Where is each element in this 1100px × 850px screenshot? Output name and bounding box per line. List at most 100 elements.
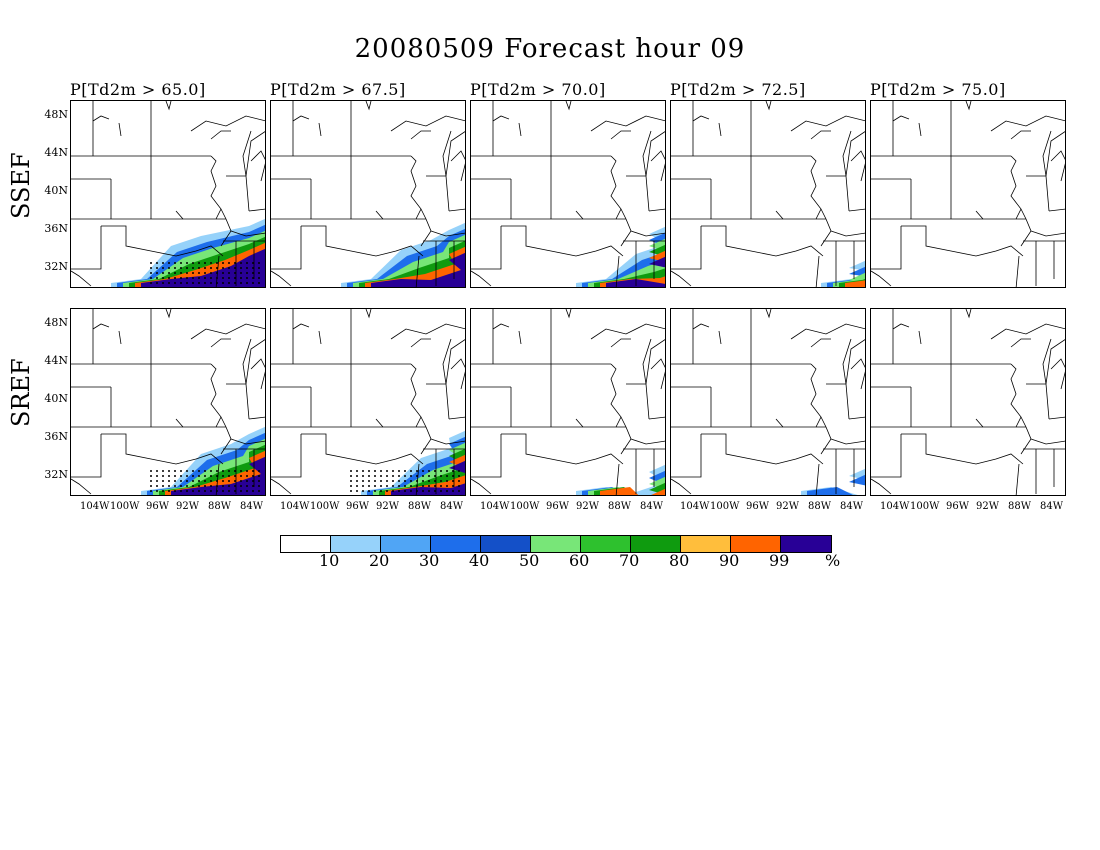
colorbar-label: 90 (719, 551, 740, 570)
hatch-dot (362, 470, 364, 472)
state-border (365, 309, 372, 319)
state-border (493, 101, 552, 157)
state-border (175, 210, 184, 220)
state-border (610, 363, 622, 428)
row-label-sref: SREF (7, 358, 35, 427)
state-border (250, 358, 265, 390)
hatch-dot (168, 480, 170, 482)
state-border (301, 225, 424, 257)
hatch-dot (240, 277, 242, 279)
hatch-dot (168, 490, 170, 492)
state-border (518, 330, 522, 345)
state-border (71, 434, 102, 478)
state-border (830, 438, 865, 445)
state-border (165, 309, 172, 319)
hatch-dot (422, 490, 424, 492)
state-border (620, 208, 632, 247)
state-border (101, 225, 224, 257)
state-border (501, 433, 624, 465)
state-border (620, 416, 632, 455)
hatch-dot (452, 490, 454, 492)
hatch-dot (174, 475, 176, 477)
hatch-dot (446, 470, 448, 472)
hatch-dot (234, 262, 236, 264)
hatch-dot (246, 282, 248, 284)
hatch-dot (192, 480, 194, 482)
lon-label-104w: 104W (680, 501, 710, 512)
hatch-dot (198, 282, 200, 284)
lon-label-92w: 92W (976, 501, 1000, 512)
hatch-dot (198, 470, 200, 472)
hatch-dot (228, 480, 230, 482)
lat-label-36n: 36N (44, 430, 68, 443)
colorbar-swatch (581, 536, 631, 552)
state-border (871, 478, 892, 495)
state-border (990, 323, 1065, 340)
state-border (1045, 339, 1065, 385)
hatch-dot (452, 480, 454, 482)
lon-label-100w: 100W (110, 501, 140, 512)
state-border (990, 115, 1065, 132)
hatch-dot (210, 272, 212, 274)
hatch-dot (156, 480, 158, 482)
hatch-dot (186, 490, 188, 492)
hatch-dot (350, 490, 352, 492)
probability-shading (594, 244, 665, 287)
hatch-dot (204, 267, 206, 269)
state-border (871, 226, 902, 270)
hatch-dot (216, 470, 218, 472)
state-border (718, 330, 722, 345)
hatch-dot (222, 485, 224, 487)
hatch-dot (162, 272, 164, 274)
hatch-dot (350, 475, 352, 477)
state-border (226, 175, 250, 212)
state-border (630, 230, 665, 237)
hatch-dot (446, 480, 448, 482)
colorbar-label: 30 (419, 551, 440, 570)
hatch-dot (446, 490, 448, 492)
hatch-dot (204, 485, 206, 487)
state-border (430, 438, 465, 445)
state-border (93, 309, 152, 365)
state-border (1026, 175, 1050, 212)
hatch-dot (362, 490, 364, 492)
state-border (892, 323, 910, 330)
state-border (693, 309, 752, 365)
hatch-dot (150, 262, 152, 264)
state-border (650, 150, 665, 182)
hatch-dot (458, 475, 460, 477)
state-border (1015, 463, 1020, 495)
state-border (210, 130, 231, 140)
state-border (248, 416, 265, 420)
state-border (220, 416, 232, 455)
hatch-dot (368, 485, 370, 487)
hatch-dot (440, 470, 442, 472)
state-border (1050, 150, 1065, 182)
state-border (410, 338, 431, 348)
hatch-dot (156, 262, 158, 264)
hatch-dot (428, 480, 430, 482)
colorbar-label: 10 (319, 551, 340, 570)
hatch-dot (356, 485, 358, 487)
state-border (692, 323, 710, 330)
state-border (893, 309, 952, 365)
map-panel-sref-67.5 (270, 308, 466, 496)
hatch-dot (222, 277, 224, 279)
hatch-dot (168, 470, 170, 472)
colorbar-swatch (381, 536, 431, 552)
hatch-dot (186, 267, 188, 269)
state-border (1020, 416, 1032, 455)
state-border (415, 463, 420, 495)
lon-label-84w: 84W (840, 501, 864, 512)
hatch-dot (246, 267, 248, 269)
hatch-dot (156, 272, 158, 274)
hatch-dot (168, 475, 170, 477)
hatch-dot (404, 480, 406, 482)
state-border (1048, 208, 1065, 212)
hatch-dot (162, 470, 164, 472)
hatch-dot (440, 490, 442, 492)
hatch-dot (374, 480, 376, 482)
hatch-dot (434, 490, 436, 492)
hatch-dot (246, 277, 248, 279)
hatch-dot (422, 475, 424, 477)
